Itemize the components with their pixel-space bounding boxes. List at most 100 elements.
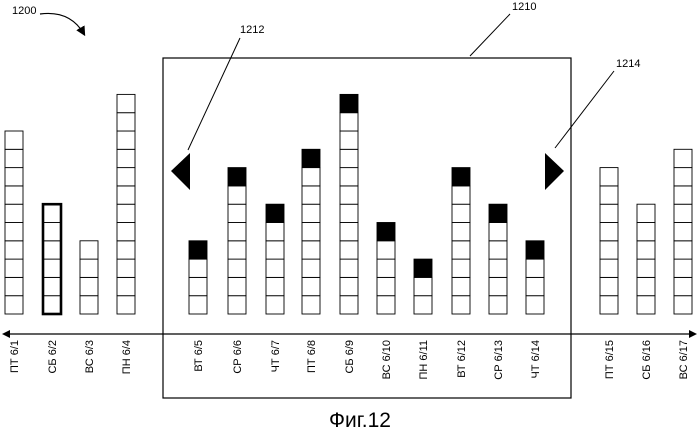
bar-cell [340, 168, 358, 186]
day-column[interactable]: ВТ 6/12 [452, 168, 470, 378]
scroll-right-arrow-icon[interactable] [545, 153, 564, 190]
bar-cell [228, 277, 246, 295]
bar-cell [117, 149, 135, 167]
bar-cell [674, 296, 692, 314]
bar-cell [600, 296, 618, 314]
bar-cell [266, 296, 284, 314]
bar-cell [228, 241, 246, 259]
ref-1200-arrow [40, 13, 84, 34]
bar-cell [340, 113, 358, 131]
bar-cell [302, 277, 320, 295]
bar-cell [189, 296, 207, 314]
day-column[interactable]: ПН 6/11 [414, 259, 432, 379]
bar-cell [302, 241, 320, 259]
day-column[interactable]: ВС 6/3 [80, 241, 98, 373]
bar-cell [340, 277, 358, 295]
bar-cell [452, 186, 470, 204]
bar-cell [340, 223, 358, 241]
bar-cell [489, 241, 507, 259]
day-column[interactable]: ВТ 6/5 [189, 241, 207, 372]
day-label: ВТ 6/5 [193, 340, 205, 372]
bar-cell [228, 186, 246, 204]
bar-cell [117, 94, 135, 112]
scroll-left-arrow-icon[interactable] [171, 153, 190, 190]
day-column[interactable]: ВС 6/17 [674, 149, 692, 379]
bar-cell [117, 241, 135, 259]
bar-cell [5, 168, 23, 186]
ref-1210: 1210 [512, 1, 536, 13]
bar-cell [489, 259, 507, 277]
bar-cell [43, 241, 61, 259]
ref-1214-leader [555, 71, 614, 148]
marker-cell [340, 94, 358, 112]
bar-cell [80, 259, 98, 277]
bar-cell [340, 131, 358, 149]
day-column[interactable]: ВС 6/10 [377, 223, 395, 380]
marker-cell [189, 241, 207, 259]
bar-cell [302, 296, 320, 314]
bar-cell [377, 259, 395, 277]
bar-cell [489, 296, 507, 314]
bar-cell [489, 223, 507, 241]
visible-window-frame [163, 58, 571, 398]
day-column[interactable]: ЧТ 6/7 [266, 204, 284, 372]
bar-cell [600, 168, 618, 186]
day-column[interactable]: СБ 6/9 [340, 94, 358, 373]
ref-1212: 1212 [240, 24, 264, 36]
ref-1214: 1214 [616, 58, 640, 70]
bar-cell [637, 223, 655, 241]
bar-cell [674, 259, 692, 277]
marker-cell [266, 204, 284, 222]
bar-cell [43, 204, 61, 222]
bar-cell [43, 259, 61, 277]
bar-cell [43, 223, 61, 241]
bar-cell [340, 296, 358, 314]
bar-cell [452, 241, 470, 259]
timeline-right-arrowhead-icon [689, 330, 697, 338]
day-label: ПТ 6/8 [306, 340, 318, 373]
bar-cell [302, 168, 320, 186]
bar-cell [340, 149, 358, 167]
bar-cell [5, 259, 23, 277]
bar-cell [117, 186, 135, 204]
day-column[interactable]: СБ 6/16 [637, 204, 655, 379]
day-column[interactable]: СР 6/13 [489, 204, 507, 380]
bar-cell [377, 277, 395, 295]
marker-cell [228, 168, 246, 186]
day-column[interactable]: ЧТ 6/14 [526, 241, 544, 379]
bar-cell [674, 277, 692, 295]
day-column[interactable]: СР 6/6 [228, 168, 246, 374]
day-column[interactable]: ПН 6/4 [117, 94, 135, 374]
bar-cell [80, 296, 98, 314]
bar-cell [674, 223, 692, 241]
day-column[interactable]: СБ 6/2 [43, 204, 61, 373]
day-column[interactable]: ПТ 6/8 [302, 149, 320, 373]
bar-cell [228, 223, 246, 241]
bar-cell [674, 149, 692, 167]
bar-cell [5, 186, 23, 204]
bar-cell [489, 277, 507, 295]
bar-cell [526, 259, 544, 277]
bar-cell [452, 223, 470, 241]
bar-cell [452, 296, 470, 314]
bar-cell [452, 204, 470, 222]
bar-cell [637, 241, 655, 259]
bar-cell [117, 296, 135, 314]
bar-cell [5, 204, 23, 222]
bar-cell [600, 204, 618, 222]
bar-cell [637, 296, 655, 314]
day-label: СБ 6/9 [344, 340, 356, 374]
bar-cell [302, 204, 320, 222]
bar-cell [5, 131, 23, 149]
bar-cell [117, 223, 135, 241]
bar-cell [377, 241, 395, 259]
bar-cell [414, 277, 432, 295]
day-columns: ПТ 6/1СБ 6/2ВС 6/3ПН 6/4ВТ 6/5СР 6/6ЧТ 6… [5, 94, 692, 379]
ref-1212-leader [188, 38, 240, 150]
bar-cell [600, 223, 618, 241]
bar-cell [302, 259, 320, 277]
bar-cell [5, 149, 23, 167]
bar-cell [5, 296, 23, 314]
day-label: ЧТ 6/7 [270, 340, 282, 372]
day-column[interactable]: ПТ 6/15 [600, 168, 618, 379]
